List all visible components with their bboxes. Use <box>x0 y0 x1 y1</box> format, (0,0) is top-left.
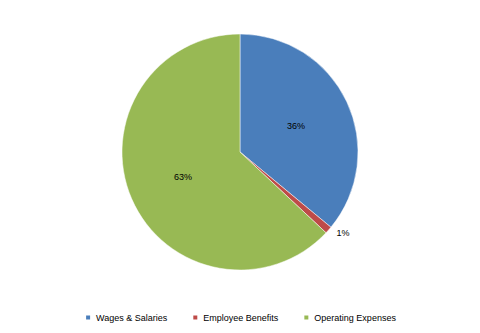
svg-text:Employee Benefits: Employee Benefits <box>203 313 279 323</box>
svg-text:Wages & Salaries: Wages & Salaries <box>96 313 168 323</box>
svg-text:36%: 36% <box>287 121 305 131</box>
svg-text:63%: 63% <box>174 172 192 182</box>
svg-text:Operating Expenses: Operating Expenses <box>314 313 396 323</box>
svg-text:1%: 1% <box>337 228 350 238</box>
